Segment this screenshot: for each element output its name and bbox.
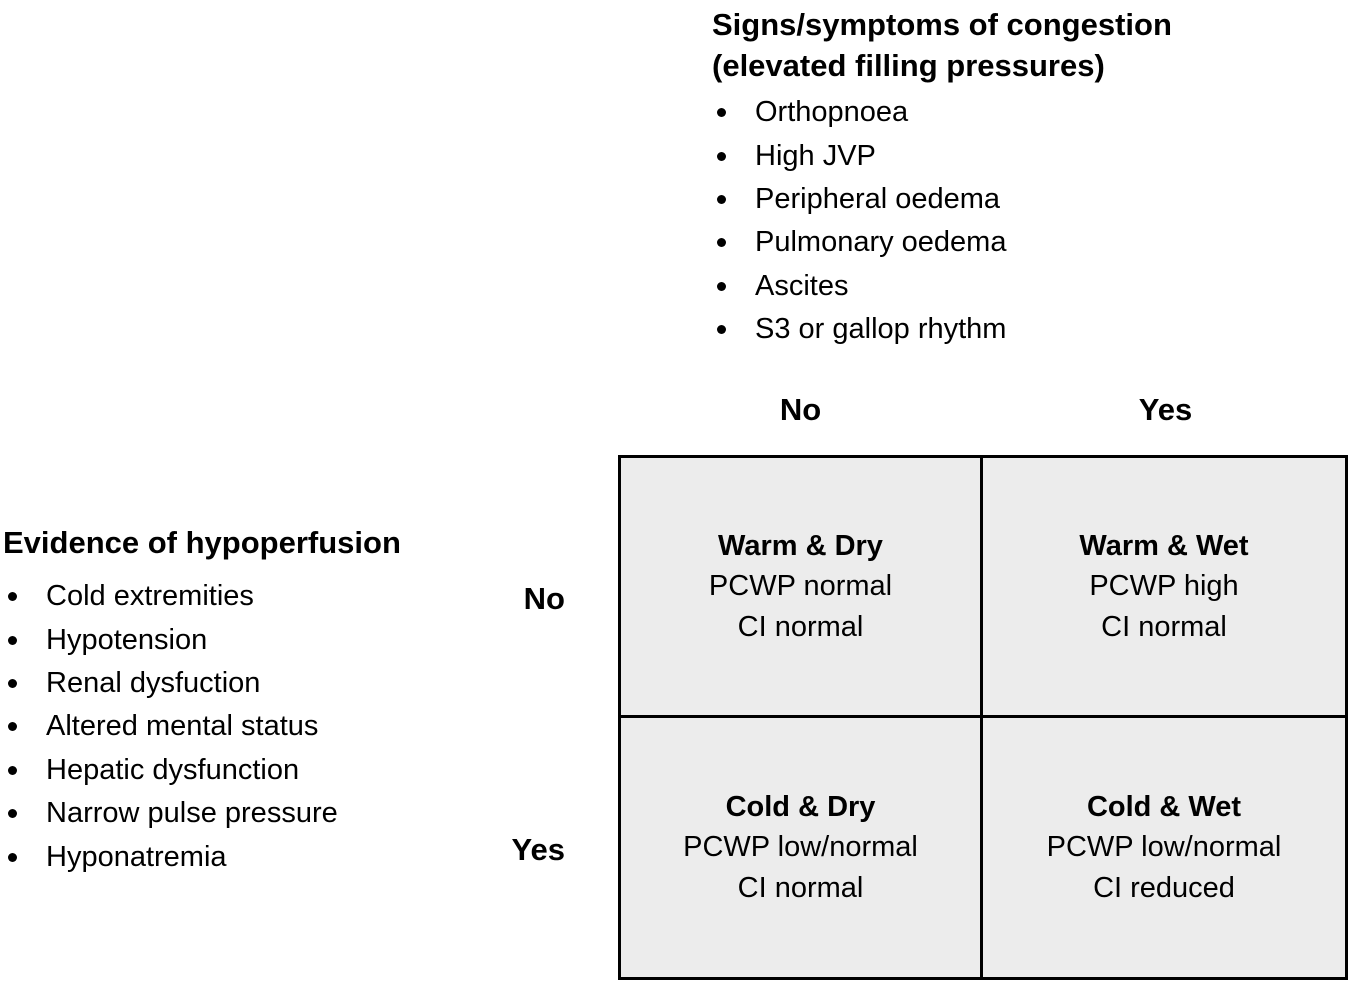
classification-matrix: Warm & Dry PCWP normal CI normal Warm & … <box>618 455 1348 980</box>
congestion-title-line2: (elevated filling pressures) <box>712 48 1105 83</box>
list-item: S3 or gallop rhythm <box>712 308 1342 351</box>
list-item: Cold extremities <box>3 575 563 618</box>
congestion-title-line1: Signs/symptoms of congestion <box>712 7 1172 42</box>
bullet-icon <box>8 765 17 775</box>
list-item: Orthopnoea <box>712 91 1342 134</box>
list-item: High JVP <box>712 134 1342 177</box>
bullet-icon <box>8 592 17 602</box>
bullet-icon <box>717 325 726 335</box>
congestion-list: Orthopnoea High JVP Peripheral oedema Pu… <box>712 91 1342 351</box>
cell-warm-dry: Warm & Dry PCWP normal CI normal <box>621 458 983 718</box>
list-item: Renal dysfuction <box>3 662 563 705</box>
column-label-no: No <box>779 392 822 427</box>
hypoperfusion-item-label: Hypotension <box>46 623 208 656</box>
bullet-icon <box>8 722 17 732</box>
congestion-panel: Signs/symptoms of congestion (elevated f… <box>712 4 1342 351</box>
congestion-item-label: S3 or gallop rhythm <box>755 313 1007 346</box>
hypoperfusion-item-label: Hepatic dysfunction <box>46 753 300 786</box>
hypoperfusion-title: Evidence of hypoperfusion <box>3 525 401 560</box>
hypoperfusion-item-label: Hyponatremia <box>46 840 227 873</box>
bullet-icon <box>8 678 17 688</box>
cell-ci: CI normal <box>737 610 864 643</box>
hypoperfusion-item-label: Narrow pulse pressure <box>46 797 338 830</box>
column-label-yes: Yes <box>1138 392 1193 427</box>
congestion-item-label: Orthopnoea <box>755 96 909 129</box>
list-item: Pulmonary oedema <box>712 221 1342 264</box>
bullet-icon <box>717 151 726 161</box>
hypoperfusion-item-label: Renal dysfuction <box>46 666 261 699</box>
cell-warm-wet: Warm & Wet PCWP high CI normal <box>983 458 1345 718</box>
list-item: Hyponatremia <box>3 835 563 878</box>
congestion-item-label: Ascites <box>755 269 849 302</box>
congestion-title: Signs/symptoms of congestion (elevated f… <box>712 4 1342 86</box>
list-item: Hepatic dysfunction <box>3 749 563 792</box>
cell-pcwp: PCWP low/normal <box>683 831 918 863</box>
cell-title: Warm & Dry <box>718 529 883 562</box>
list-item: Altered mental status <box>3 705 563 748</box>
bullet-icon <box>717 194 726 204</box>
bullet-icon <box>717 238 726 248</box>
cell-ci: CI normal <box>737 871 864 904</box>
bullet-icon <box>717 108 726 118</box>
hypoperfusion-list: Cold extremities Hypotension Renal dysfu… <box>3 575 563 879</box>
cell-title: Cold & Dry <box>725 790 876 823</box>
cell-cold-dry: Cold & Dry PCWP low/normal CI normal <box>621 717 983 977</box>
congestion-item-label: Pulmonary oedema <box>755 226 1007 259</box>
cell-title: Warm & Wet <box>1079 529 1249 562</box>
congestion-item-label: Peripheral oedema <box>755 182 1001 215</box>
bullet-icon <box>8 809 17 819</box>
cell-ci: CI reduced <box>1093 871 1235 904</box>
hypoperfusion-item-label: Cold extremities <box>46 580 254 613</box>
congestion-item-label: High JVP <box>755 139 876 172</box>
cell-pcwp: PCWP normal <box>708 570 893 602</box>
list-item: Peripheral oedema <box>712 178 1342 221</box>
hypoperfusion-item-label: Altered mental status <box>46 710 319 743</box>
bullet-icon <box>8 852 17 862</box>
list-item: Hypotension <box>3 618 563 661</box>
bullet-icon <box>8 635 17 645</box>
hypoperfusion-panel: Evidence of hypoperfusion Cold extremiti… <box>3 524 563 879</box>
cell-cold-wet: Cold & Wet PCWP low/normal CI reduced <box>983 717 1345 977</box>
list-item: Ascites <box>712 265 1342 308</box>
row-label-yes: Yes <box>511 832 565 867</box>
row-label-no: No <box>523 581 565 616</box>
bullet-icon <box>717 281 726 291</box>
cell-pcwp: PCWP high <box>1089 570 1239 602</box>
cell-ci: CI normal <box>1101 610 1227 643</box>
cell-pcwp: PCWP low/normal <box>1046 831 1282 863</box>
cell-title: Cold & Wet <box>1086 790 1242 823</box>
list-item: Narrow pulse pressure <box>3 792 563 835</box>
